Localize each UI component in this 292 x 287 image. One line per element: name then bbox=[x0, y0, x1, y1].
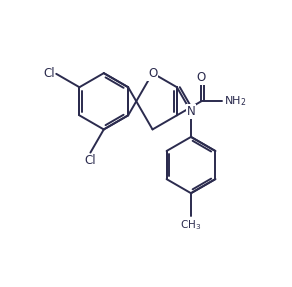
Text: O: O bbox=[197, 71, 206, 84]
Text: N: N bbox=[187, 105, 195, 118]
Text: O: O bbox=[148, 67, 157, 79]
Text: Cl: Cl bbox=[43, 67, 55, 80]
Text: NH$_2$: NH$_2$ bbox=[224, 94, 246, 108]
Text: Cl: Cl bbox=[85, 154, 96, 167]
Text: CH$_3$: CH$_3$ bbox=[180, 218, 201, 232]
